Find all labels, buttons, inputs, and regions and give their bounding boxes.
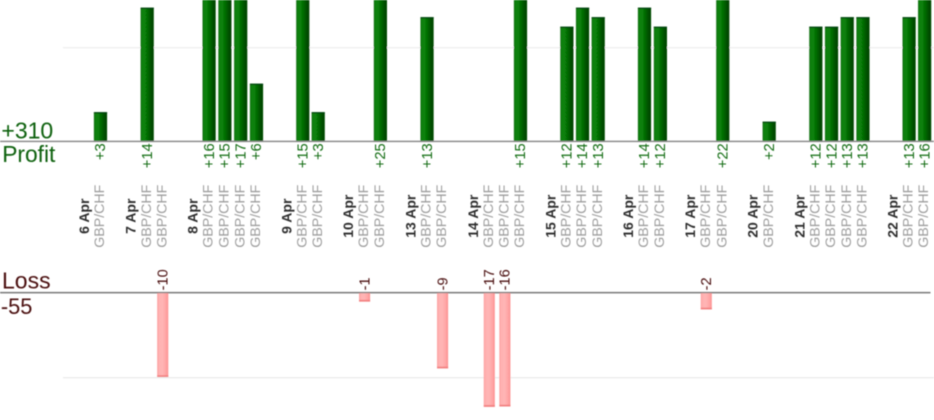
svg-text:GBP/CHF: GBP/CHF	[419, 184, 435, 247]
svg-text:+13: +13	[856, 143, 872, 168]
svg-text:22 Apr: 22 Apr	[885, 194, 901, 238]
svg-text:Profit: Profit	[2, 141, 56, 167]
svg-text:+2: +2	[762, 143, 778, 160]
svg-text:GBP/CHF: GBP/CHF	[574, 184, 590, 247]
svg-text:10 Apr: 10 Apr	[340, 194, 356, 238]
svg-text:+12: +12	[560, 143, 576, 168]
svg-text:-17: -17	[482, 269, 498, 290]
svg-text:-9: -9	[435, 277, 451, 290]
svg-text:21 Apr: 21 Apr	[791, 194, 807, 238]
svg-text:GBP/CHF: GBP/CHF	[698, 184, 714, 247]
svg-text:20 Apr: 20 Apr	[745, 194, 761, 238]
svg-text:+17: +17	[233, 143, 249, 168]
svg-text:+13: +13	[840, 143, 856, 168]
svg-text:+22: +22	[716, 143, 732, 168]
svg-text:+16: +16	[917, 143, 933, 168]
svg-text:GBP/CHF: GBP/CHF	[481, 184, 497, 247]
svg-text:+16: +16	[202, 143, 218, 168]
svg-text:GBP/CHF: GBP/CHF	[497, 184, 513, 247]
svg-text:+12: +12	[653, 143, 669, 168]
svg-text:+13: +13	[591, 143, 607, 168]
svg-text:+15: +15	[513, 143, 529, 168]
svg-text:GBP/CHF: GBP/CHF	[714, 184, 730, 247]
svg-text:-2: -2	[699, 277, 715, 290]
svg-text:GBP/CHF: GBP/CHF	[372, 184, 388, 247]
svg-text:GBP/CHF: GBP/CHF	[356, 184, 372, 247]
svg-text:+3: +3	[311, 143, 327, 160]
svg-text:GBP/CHF: GBP/CHF	[855, 184, 871, 247]
svg-text:+25: +25	[373, 143, 389, 168]
svg-text:GBP/CHF: GBP/CHF	[139, 184, 155, 247]
svg-text:+12: +12	[824, 143, 840, 168]
svg-text:+15: +15	[296, 143, 312, 168]
svg-text:GBP/CHF: GBP/CHF	[92, 184, 108, 247]
svg-text:-55: -55	[1, 294, 33, 319]
svg-text:13 Apr: 13 Apr	[403, 194, 419, 238]
svg-text:GBP/CHF: GBP/CHF	[916, 184, 932, 247]
svg-text:8 Apr: 8 Apr	[185, 198, 201, 234]
svg-text:GBP/CHF: GBP/CHF	[201, 184, 217, 247]
svg-text:7 Apr: 7 Apr	[123, 198, 139, 234]
svg-text:GBP/CHF: GBP/CHF	[901, 184, 917, 247]
svg-text:15 Apr: 15 Apr	[542, 194, 558, 238]
svg-text:+15: +15	[218, 143, 234, 168]
svg-text:GBP/CHF: GBP/CHF	[590, 184, 606, 247]
svg-text:GBP/CHF: GBP/CHF	[559, 184, 575, 247]
svg-text:GBP/CHF: GBP/CHF	[154, 184, 170, 247]
svg-text:Loss: Loss	[2, 268, 51, 294]
svg-text:-10: -10	[155, 269, 171, 290]
svg-text:+13: +13	[420, 143, 436, 168]
svg-text:9 Apr: 9 Apr	[278, 198, 294, 234]
svg-text:6 Apr: 6 Apr	[76, 198, 92, 234]
svg-text:GBP/CHF: GBP/CHF	[839, 184, 855, 247]
svg-text:GBP/CHF: GBP/CHF	[232, 184, 248, 247]
svg-text:+12: +12	[809, 143, 825, 168]
svg-text:+14: +14	[575, 143, 591, 168]
svg-text:14 Apr: 14 Apr	[465, 194, 481, 238]
svg-text:GBP/CHF: GBP/CHF	[512, 184, 528, 247]
svg-text:GBP/CHF: GBP/CHF	[248, 184, 264, 247]
svg-text:GBP/CHF: GBP/CHF	[217, 184, 233, 247]
svg-text:+6: +6	[249, 143, 265, 160]
svg-text:+310: +310	[1, 118, 53, 144]
svg-text:-16: -16	[498, 269, 514, 290]
svg-text:+14: +14	[140, 143, 156, 168]
svg-text:17 Apr: 17 Apr	[682, 194, 698, 238]
svg-text:GBP/CHF: GBP/CHF	[652, 184, 668, 247]
svg-text:16 Apr: 16 Apr	[620, 194, 636, 238]
svg-text:GBP/CHF: GBP/CHF	[823, 184, 839, 247]
svg-text:+13: +13	[902, 143, 918, 168]
svg-text:+3: +3	[93, 143, 109, 160]
svg-text:GBP/CHF: GBP/CHF	[310, 184, 326, 247]
svg-text:+14: +14	[637, 143, 653, 168]
svg-text:GBP/CHF: GBP/CHF	[808, 184, 824, 247]
svg-text:GBP/CHF: GBP/CHF	[761, 184, 777, 247]
svg-text:-1: -1	[357, 277, 373, 290]
svg-text:GBP/CHF: GBP/CHF	[434, 184, 450, 247]
svg-text:GBP/CHF: GBP/CHF	[636, 184, 652, 247]
svg-text:GBP/CHF: GBP/CHF	[294, 184, 310, 247]
